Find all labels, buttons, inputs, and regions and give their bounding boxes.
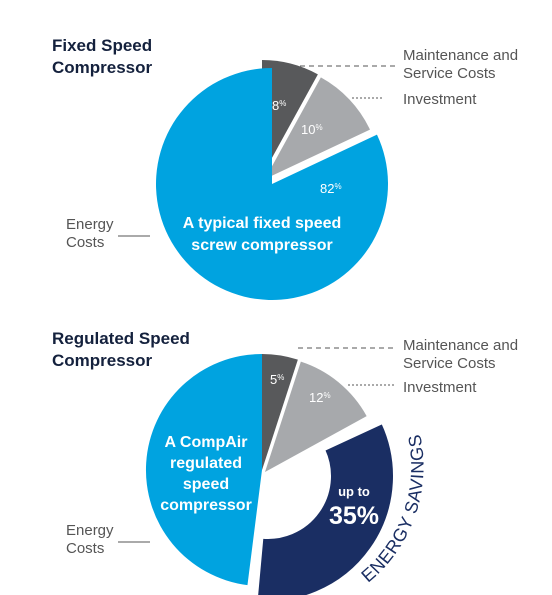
chart1-inner-text-line2: screw compressor: [191, 237, 332, 254]
chart1-legend-energy-line2: Costs: [66, 234, 104, 251]
chart1-legend-maintenance-line1: Maintenance and: [403, 47, 518, 64]
chart2-legend-maintenance-line1: Maintenance and: [403, 337, 518, 354]
chart1-title-line2: Compressor: [52, 58, 153, 77]
chart1-value-label-energy: 82%: [320, 181, 342, 196]
chart1-value-label-investment: 10%: [301, 122, 323, 137]
chart1-slice-energy: [155, 68, 388, 300]
chart2-slice-maintenance: [262, 354, 298, 470]
chart1-title-line1: Fixed Speed: [52, 36, 152, 55]
chart2-value-label-maintenance: 5%: [270, 372, 284, 387]
chart1-legend-energy-line1: Energy: [66, 216, 114, 233]
chart2-slice-energy: [145, 353, 262, 586]
chart2-pie: [145, 353, 395, 595]
chart2-legend-investment: Investment: [403, 379, 477, 396]
chart1-legend-investment: Investment: [403, 91, 477, 108]
chart2-energy-savings-band: [256, 421, 395, 595]
chart2-value-label-investment: 12%: [309, 390, 331, 405]
chart2-inner-text-line4: compressor: [160, 497, 252, 514]
chart1-slice-maintenance: [262, 60, 318, 176]
chart2-title-line2: Compressor: [52, 351, 153, 370]
chart2-legend-energy-line2: Costs: [66, 540, 104, 557]
savings-value-label: 35%: [329, 502, 379, 530]
chart2-legend-energy-line1: Energy: [66, 522, 114, 539]
regulated-speed-chart: Regulated Speed Compressor 5% 12% A Comp…: [52, 329, 518, 595]
chart2-inner-text-line1: A CompAir: [165, 434, 248, 451]
chart2-inner-text-line3: speed: [183, 476, 229, 493]
chart2-inner-text-line2: regulated: [170, 455, 242, 472]
fixed-speed-chart: Fixed Speed Compressor 8% 10% 82% A typi…: [52, 36, 518, 300]
chart2-legend-maintenance-line2: Service Costs: [403, 355, 496, 372]
chart1-inner-text-line1: A typical fixed speed: [183, 215, 342, 232]
savings-up-to-label: up to: [338, 484, 370, 499]
chart1-legend-maintenance-line2: Service Costs: [403, 65, 496, 82]
chart1-value-label-maintenance: 8%: [272, 98, 286, 113]
chart2-title-line1: Regulated Speed: [52, 329, 190, 348]
chart1-slice-investment: [265, 77, 370, 179]
chart2-slice-investment: [265, 361, 367, 472]
chart1-pie: [155, 60, 388, 300]
